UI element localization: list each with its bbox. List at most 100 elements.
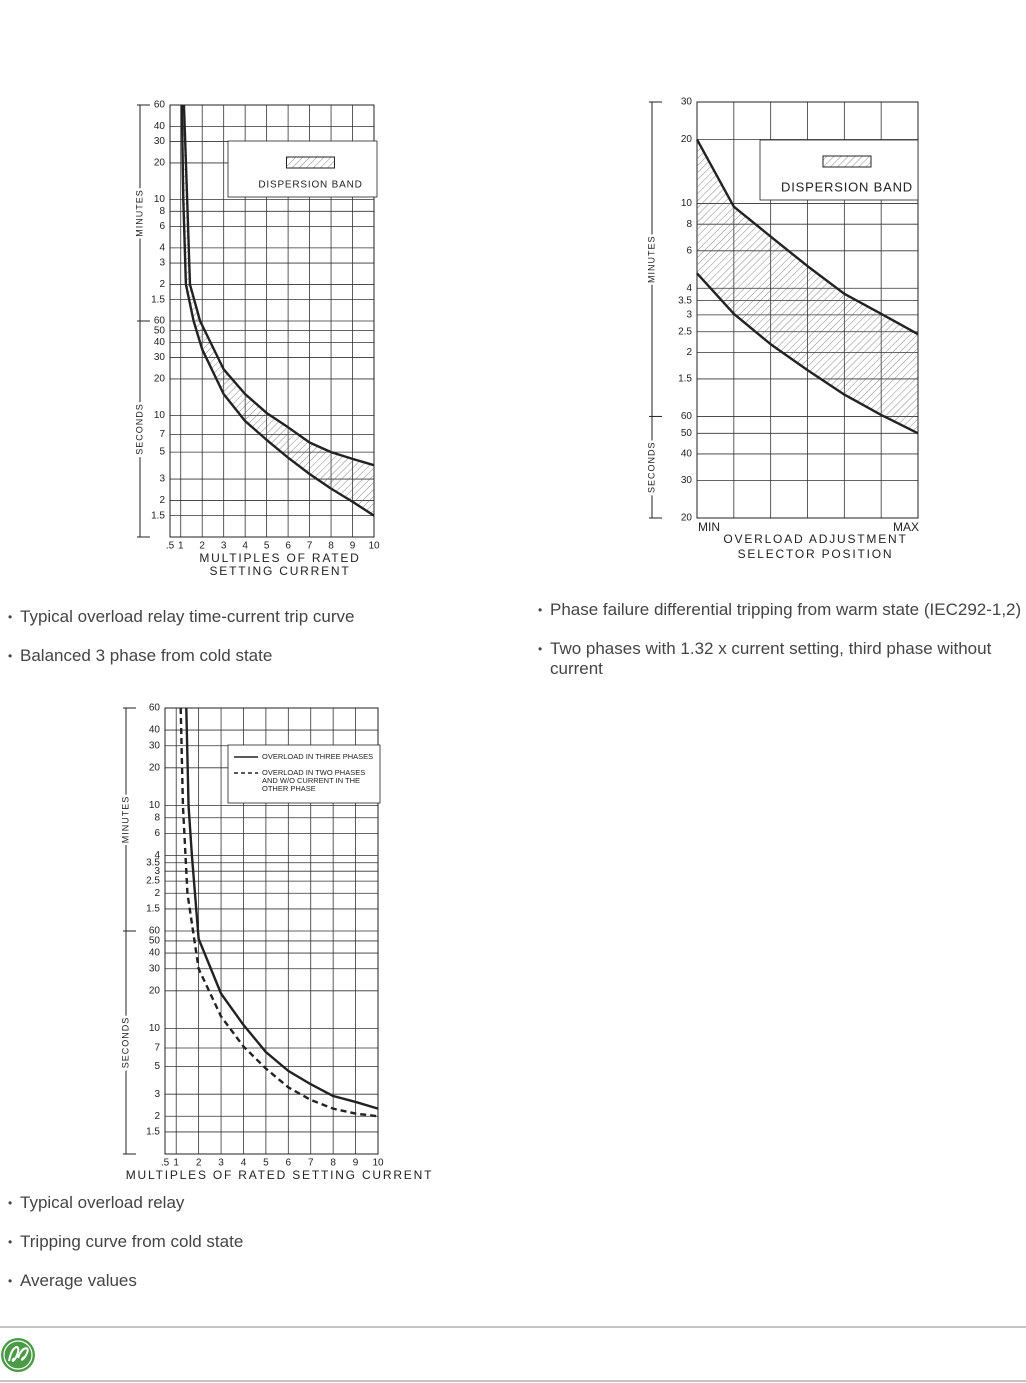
y-tick-label: 40	[154, 121, 166, 132]
y-tick-label: 1.5	[678, 374, 692, 385]
legend-swatch	[822, 155, 872, 168]
y-tick-label: 3	[154, 1089, 160, 1100]
y-tick-label: 40	[149, 725, 161, 736]
y-tick-label: 30	[154, 136, 166, 147]
caption: Typical overload relay	[20, 1193, 185, 1212]
y-tick-label: 20	[149, 762, 161, 773]
y-tick-label: 3	[159, 258, 165, 269]
y-tick-label: 30	[149, 740, 161, 751]
y-tick-label: 1.5	[146, 904, 160, 915]
y-tick-label: 2	[154, 888, 160, 899]
y-tick-label: 2.5	[678, 326, 692, 337]
x-tick-label: 8	[328, 541, 334, 552]
x-tick-label: 10	[372, 1158, 384, 1169]
x-tick-label: 7	[308, 1158, 314, 1169]
y-tick-label: 60	[149, 926, 161, 937]
y-tick-label: 6	[686, 245, 692, 256]
y-tick-label: 6	[154, 828, 160, 839]
y-tick-label: 2	[159, 279, 165, 290]
y-tick-label: 30	[681, 97, 693, 108]
x-axis-label: SETTING CURRENT	[210, 564, 351, 578]
dispersion-band	[697, 139, 918, 434]
legend-box	[227, 744, 381, 804]
caption: Tripping curve from cold state	[20, 1232, 244, 1251]
x-axis-label: OVERLOAD ADJUSTMENT	[723, 532, 907, 546]
x-tick-label: 6	[285, 541, 291, 552]
legend-swatch	[286, 156, 335, 169]
logo	[1, 1338, 35, 1372]
y-tick-label: 20	[154, 158, 166, 169]
x-tick-label: 9	[350, 541, 356, 552]
caption: Two phases with 1.32 x current setting, …	[550, 639, 992, 678]
series-line	[179, 707, 379, 1118]
bullet: •	[538, 642, 543, 656]
x-tick-label: 2	[196, 1158, 202, 1169]
x-tick-label: 1	[178, 541, 184, 552]
y-axis-label: MINUTES	[646, 235, 656, 283]
x-tick-label: .5	[166, 541, 175, 552]
x-axis-label: MULTIPLES OF RATED SETTING CURRENT	[126, 1168, 433, 1182]
x-tick-label: 5	[264, 541, 270, 552]
x-tick-label: 2	[199, 541, 205, 552]
x-tick-label: MAX	[893, 520, 919, 534]
y-tick-label: 4	[154, 850, 160, 861]
y-tick-label: 50	[681, 428, 693, 439]
y-tick-label: 30	[149, 963, 161, 974]
caption: Balanced 3 phase from cold state	[20, 646, 273, 665]
bullet: •	[8, 1196, 13, 1210]
series-line	[696, 272, 919, 435]
x-tick-label: 4	[242, 541, 248, 552]
y-tick-label: 10	[149, 800, 161, 811]
legend-label: OVERLOAD IN TWO PHASES AND W/O CURRENT I…	[262, 768, 366, 793]
y-tick-label: 30	[681, 475, 693, 486]
y-tick-label: 2	[686, 347, 692, 358]
y-tick-label: 3	[686, 310, 692, 321]
x-tick-label: 9	[353, 1158, 359, 1169]
legend-label: DISPERSION BAND	[258, 180, 362, 191]
caption: Average values	[20, 1271, 137, 1290]
bullet: •	[8, 1274, 13, 1288]
legend-label: DISPERSION BAND	[781, 179, 913, 194]
y-tick-label: 2	[159, 495, 165, 506]
y-tick-label: 5	[159, 447, 165, 458]
y-tick-label: 8	[686, 219, 692, 230]
x-axis-label: MULTIPLES OF RATED	[199, 551, 360, 565]
y-tick-label: 20	[681, 134, 693, 145]
y-tick-label: 10	[154, 410, 166, 421]
series-line	[185, 707, 379, 1110]
y-tick-label: 6	[159, 221, 165, 232]
y-tick-label: 7	[159, 429, 165, 440]
plot-frame	[169, 104, 375, 538]
y-tick-label: 20	[149, 985, 161, 996]
y-tick-label: 10	[149, 1023, 161, 1034]
y-tick-label: 60	[154, 100, 166, 111]
y-tick-label: 3	[154, 866, 160, 877]
y-tick-label: 60	[149, 703, 161, 714]
y-tick-label: 1.5	[151, 294, 165, 305]
plot-frame	[696, 101, 919, 519]
x-tick-label: 3	[218, 1158, 224, 1169]
y-tick-label: 20	[681, 513, 693, 524]
plot-frame	[164, 707, 379, 1155]
y-tick-label: 3	[159, 474, 165, 485]
y-tick-label: 40	[149, 948, 161, 959]
x-tick-label: 8	[330, 1158, 336, 1169]
y-tick-label: 7	[154, 1043, 160, 1054]
caption: Phase failure differential tripping from…	[550, 600, 1022, 619]
x-tick-label: 5	[263, 1158, 269, 1169]
x-tick-label: 1	[173, 1158, 179, 1169]
y-tick-label: 60	[154, 316, 166, 327]
y-tick-label: 50	[149, 936, 161, 947]
y-tick-label: 8	[159, 206, 165, 217]
y-tick-label: 1.5	[151, 510, 165, 521]
x-tick-label: 7	[307, 541, 313, 552]
y-tick-label: 2.5	[146, 876, 160, 887]
dispersion-band	[181, 105, 374, 516]
y-tick-label: 60	[681, 411, 693, 422]
y-tick-label: 40	[154, 337, 166, 348]
y-tick-label: 40	[681, 449, 693, 460]
y-tick-label: 3.5	[678, 295, 692, 306]
y-tick-label: 10	[681, 198, 693, 209]
series-line	[182, 104, 375, 467]
